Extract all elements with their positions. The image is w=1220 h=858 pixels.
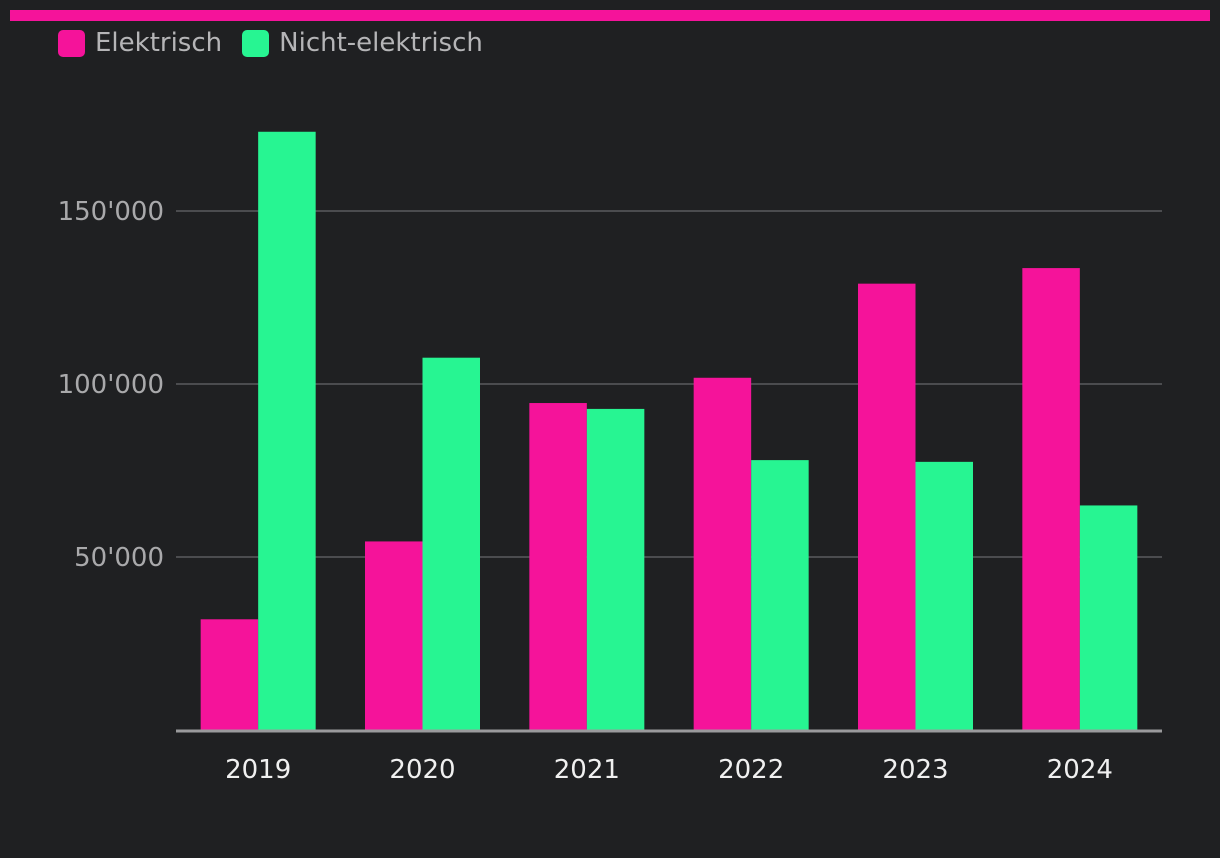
bar-electric bbox=[858, 283, 916, 730]
x-tick-label: 2019 bbox=[225, 755, 291, 785]
bar-electric bbox=[529, 403, 587, 730]
bar-non-electric bbox=[915, 461, 973, 730]
x-tick-label: 2021 bbox=[554, 755, 620, 785]
bar-non-electric bbox=[586, 408, 645, 730]
bar-non-electric bbox=[422, 357, 480, 730]
x-tick-label: 2022 bbox=[718, 755, 784, 785]
legend-swatch-electric bbox=[58, 29, 85, 57]
y-tick-label: 150'000 bbox=[58, 197, 164, 227]
legend-label-electric: Elektrisch bbox=[95, 28, 223, 58]
y-tick-label: 50'000 bbox=[74, 543, 164, 573]
bar-electric bbox=[200, 619, 259, 730]
bar-electric bbox=[693, 377, 752, 730]
legend-item-electric[interactable]: Elektrisch bbox=[58, 27, 222, 59]
legend-label-non-electric: Nicht-elektrisch bbox=[279, 28, 483, 58]
bar-non-electric bbox=[1079, 505, 1138, 730]
bar-non-electric bbox=[258, 131, 316, 731]
x-tick-label: 2023 bbox=[882, 755, 948, 785]
bar-electric bbox=[365, 541, 423, 730]
x-tick-label: 2020 bbox=[389, 755, 455, 785]
legend-swatch-non-electric bbox=[242, 29, 270, 57]
y-tick-label: 100'000 bbox=[58, 370, 164, 400]
x-tick-label: 2024 bbox=[1047, 755, 1113, 785]
bar-non-electric bbox=[751, 460, 809, 730]
legend-item-non-electric[interactable]: Nicht-elektrisch bbox=[242, 27, 483, 59]
legend: Elektrisch Nicht-elektrisch bbox=[58, 27, 483, 59]
top-accent-bar bbox=[10, 10, 1210, 21]
bar-electric bbox=[1022, 268, 1080, 730]
